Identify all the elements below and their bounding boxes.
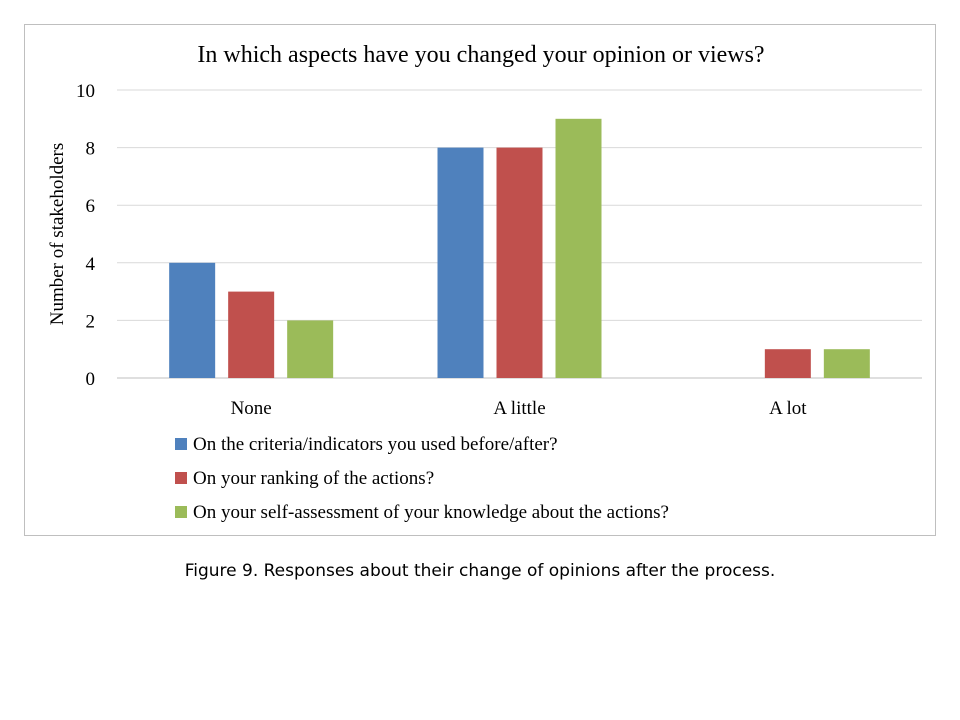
bar bbox=[496, 147, 543, 378]
bar bbox=[169, 262, 216, 378]
y-tick-label: 2 bbox=[86, 311, 96, 332]
y-tick-label: 10 bbox=[76, 81, 95, 102]
bar bbox=[437, 147, 484, 378]
legend-swatch bbox=[175, 506, 187, 518]
x-tick-labels: None A little A lot bbox=[231, 398, 808, 419]
y-tick-label: 8 bbox=[86, 139, 96, 160]
bar bbox=[287, 320, 334, 378]
x-tick-label: A lot bbox=[769, 398, 807, 419]
bar bbox=[555, 118, 602, 379]
legend-swatch bbox=[175, 438, 187, 450]
bar-chart: In which aspects have you changed your o… bbox=[47, 42, 922, 523]
bars bbox=[169, 118, 870, 379]
y-tick-label: 6 bbox=[86, 196, 96, 217]
x-tick-label: A little bbox=[493, 398, 545, 419]
y-tick-label: 4 bbox=[86, 254, 96, 275]
y-axis-label: Number of stakeholders bbox=[47, 143, 68, 326]
bar bbox=[228, 291, 275, 378]
bar bbox=[823, 349, 870, 378]
chart-title: In which aspects have you changed your o… bbox=[197, 42, 764, 68]
figure-caption: Figure 9. Responses about their change o… bbox=[184, 561, 776, 581]
legend-label: On your ranking of the actions? bbox=[193, 468, 434, 489]
legend: On the criteria/indicators you used befo… bbox=[175, 434, 669, 523]
y-tick-labels: 0 2 4 6 8 10 bbox=[76, 81, 96, 390]
x-tick-label: None bbox=[231, 398, 272, 419]
legend-label: On your self-assessment of your knowledg… bbox=[193, 502, 669, 523]
legend-label: On the criteria/indicators you used befo… bbox=[193, 434, 558, 455]
chart-container: In which aspects have you changed your o… bbox=[24, 24, 936, 536]
legend-swatch bbox=[175, 472, 187, 484]
y-tick-label: 0 bbox=[86, 369, 96, 390]
bar bbox=[764, 349, 811, 378]
